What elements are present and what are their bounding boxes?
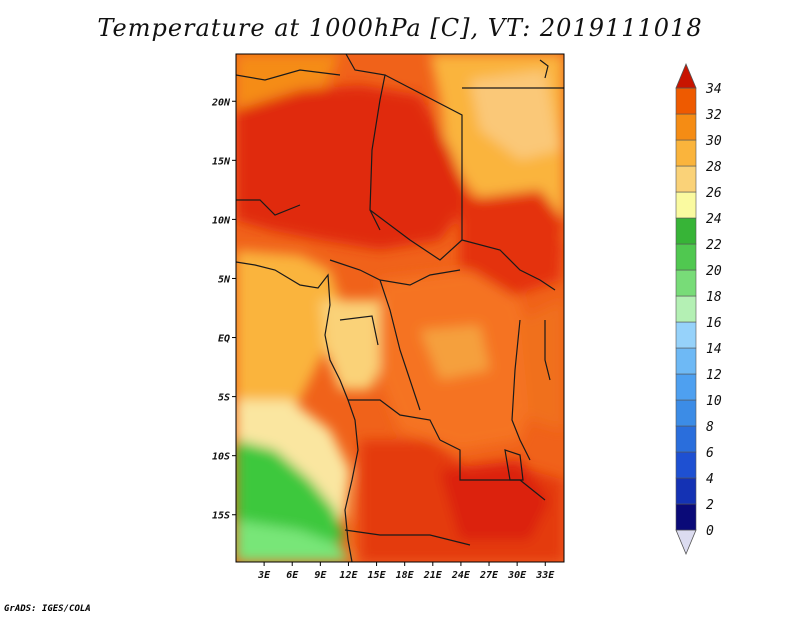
x-tick-label: 6E	[286, 570, 299, 581]
colorbar-tick-label: 20	[706, 264, 722, 279]
colorbar-segment	[675, 243, 697, 271]
y-axis: 20N 15N 10N 5N EQ 5S 10S 15S	[211, 97, 236, 522]
colorbar-segment	[675, 451, 697, 479]
sahel-hot-core-region	[236, 85, 470, 250]
colorbar-over-triangle	[675, 62, 697, 89]
guinea-coast-region	[236, 250, 340, 430]
colorbar-segment	[675, 269, 697, 297]
colorbar-segment	[675, 477, 697, 505]
colorbar-tick-label: 22	[706, 238, 722, 253]
gabon-mild-region	[320, 300, 385, 390]
colorbar-tick-label: 8	[706, 420, 714, 435]
x-tick-label: 9E	[314, 570, 327, 581]
y-tick-label: 10N	[212, 215, 231, 226]
colorbar-segment	[675, 321, 697, 349]
colorbar-segment	[675, 87, 697, 115]
y-tick-label: 20N	[211, 97, 231, 108]
coastlines	[236, 54, 564, 562]
colorbar-tick-label: 30	[705, 134, 722, 149]
colorbar-segment	[675, 191, 697, 219]
colorbar-segment	[675, 425, 697, 453]
colorbar-tick-label: 10	[706, 394, 722, 409]
central-mild-patch	[420, 325, 490, 380]
x-tick-label: 30E	[507, 570, 527, 581]
sudan-hot-core	[460, 190, 564, 300]
y-tick-label: 15N	[212, 156, 231, 167]
colorbar-segment	[675, 295, 697, 323]
y-tick-label: 5N	[218, 274, 231, 285]
colorbar-tick-label: 18	[706, 290, 722, 305]
colorbar-segment	[675, 347, 697, 375]
x-tick-label: 3E	[257, 570, 271, 581]
x-tick-label: 12E	[339, 570, 358, 581]
y-tick-label: 10S	[212, 452, 230, 463]
colorbar-tick-label: 14	[706, 342, 722, 357]
x-tick-label: 18E	[396, 570, 415, 581]
colorbar-tick-label: 26	[706, 186, 722, 201]
desert-mild-patch	[470, 70, 560, 160]
colorbar-segment	[675, 399, 697, 427]
colorbar-tick-label: 32	[705, 108, 722, 123]
colorbar-tick-label: 16	[706, 316, 722, 331]
colorbar-segment	[675, 217, 697, 245]
colorbar-segment	[675, 503, 697, 531]
colorbar-segment	[675, 113, 697, 141]
y-tick-label: EQ	[218, 334, 230, 345]
colorbar-under-triangle	[675, 529, 697, 556]
angola-cool-region	[236, 440, 345, 550]
temperature-field	[236, 54, 564, 562]
colorbar-tick-label: 28	[706, 160, 722, 175]
colorbar-tick-label: 12	[706, 368, 722, 383]
colorbar-tick-label: 4	[706, 472, 714, 487]
colorbar-tick-label: 2	[706, 498, 714, 513]
y-tick-label: 15S	[212, 511, 230, 522]
colorbar-segment	[675, 139, 697, 167]
x-tick-label: 27E	[479, 570, 499, 581]
namibia-cool-region	[236, 520, 350, 562]
credit-label: GrADS: IGES/COLA	[4, 604, 91, 614]
colorbar-tick-label: 24	[706, 212, 722, 227]
x-tick-label: 24E	[451, 570, 471, 581]
y-tick-label: 5S	[218, 393, 230, 404]
x-tick-label: 33E	[535, 570, 555, 581]
colorbar-tick-label: 0	[706, 524, 714, 539]
x-tick-label: 15E	[368, 570, 387, 581]
map-frame	[235, 53, 565, 563]
east-africa-region	[520, 300, 564, 430]
x-tick-label: 21E	[423, 570, 443, 581]
colorbar-segment	[675, 373, 697, 401]
colorbar-tick-label: 6	[706, 446, 714, 461]
x-axis: 3E 6E 9E 12E 15E 18E 21E 24E 27E 30E 33E	[257, 562, 555, 581]
colorbar-tick-label: 34	[705, 82, 722, 97]
map-title: Temperature at 1000hPa [C], VT: 20191110…	[97, 14, 703, 42]
colorbar-segment	[675, 165, 697, 193]
